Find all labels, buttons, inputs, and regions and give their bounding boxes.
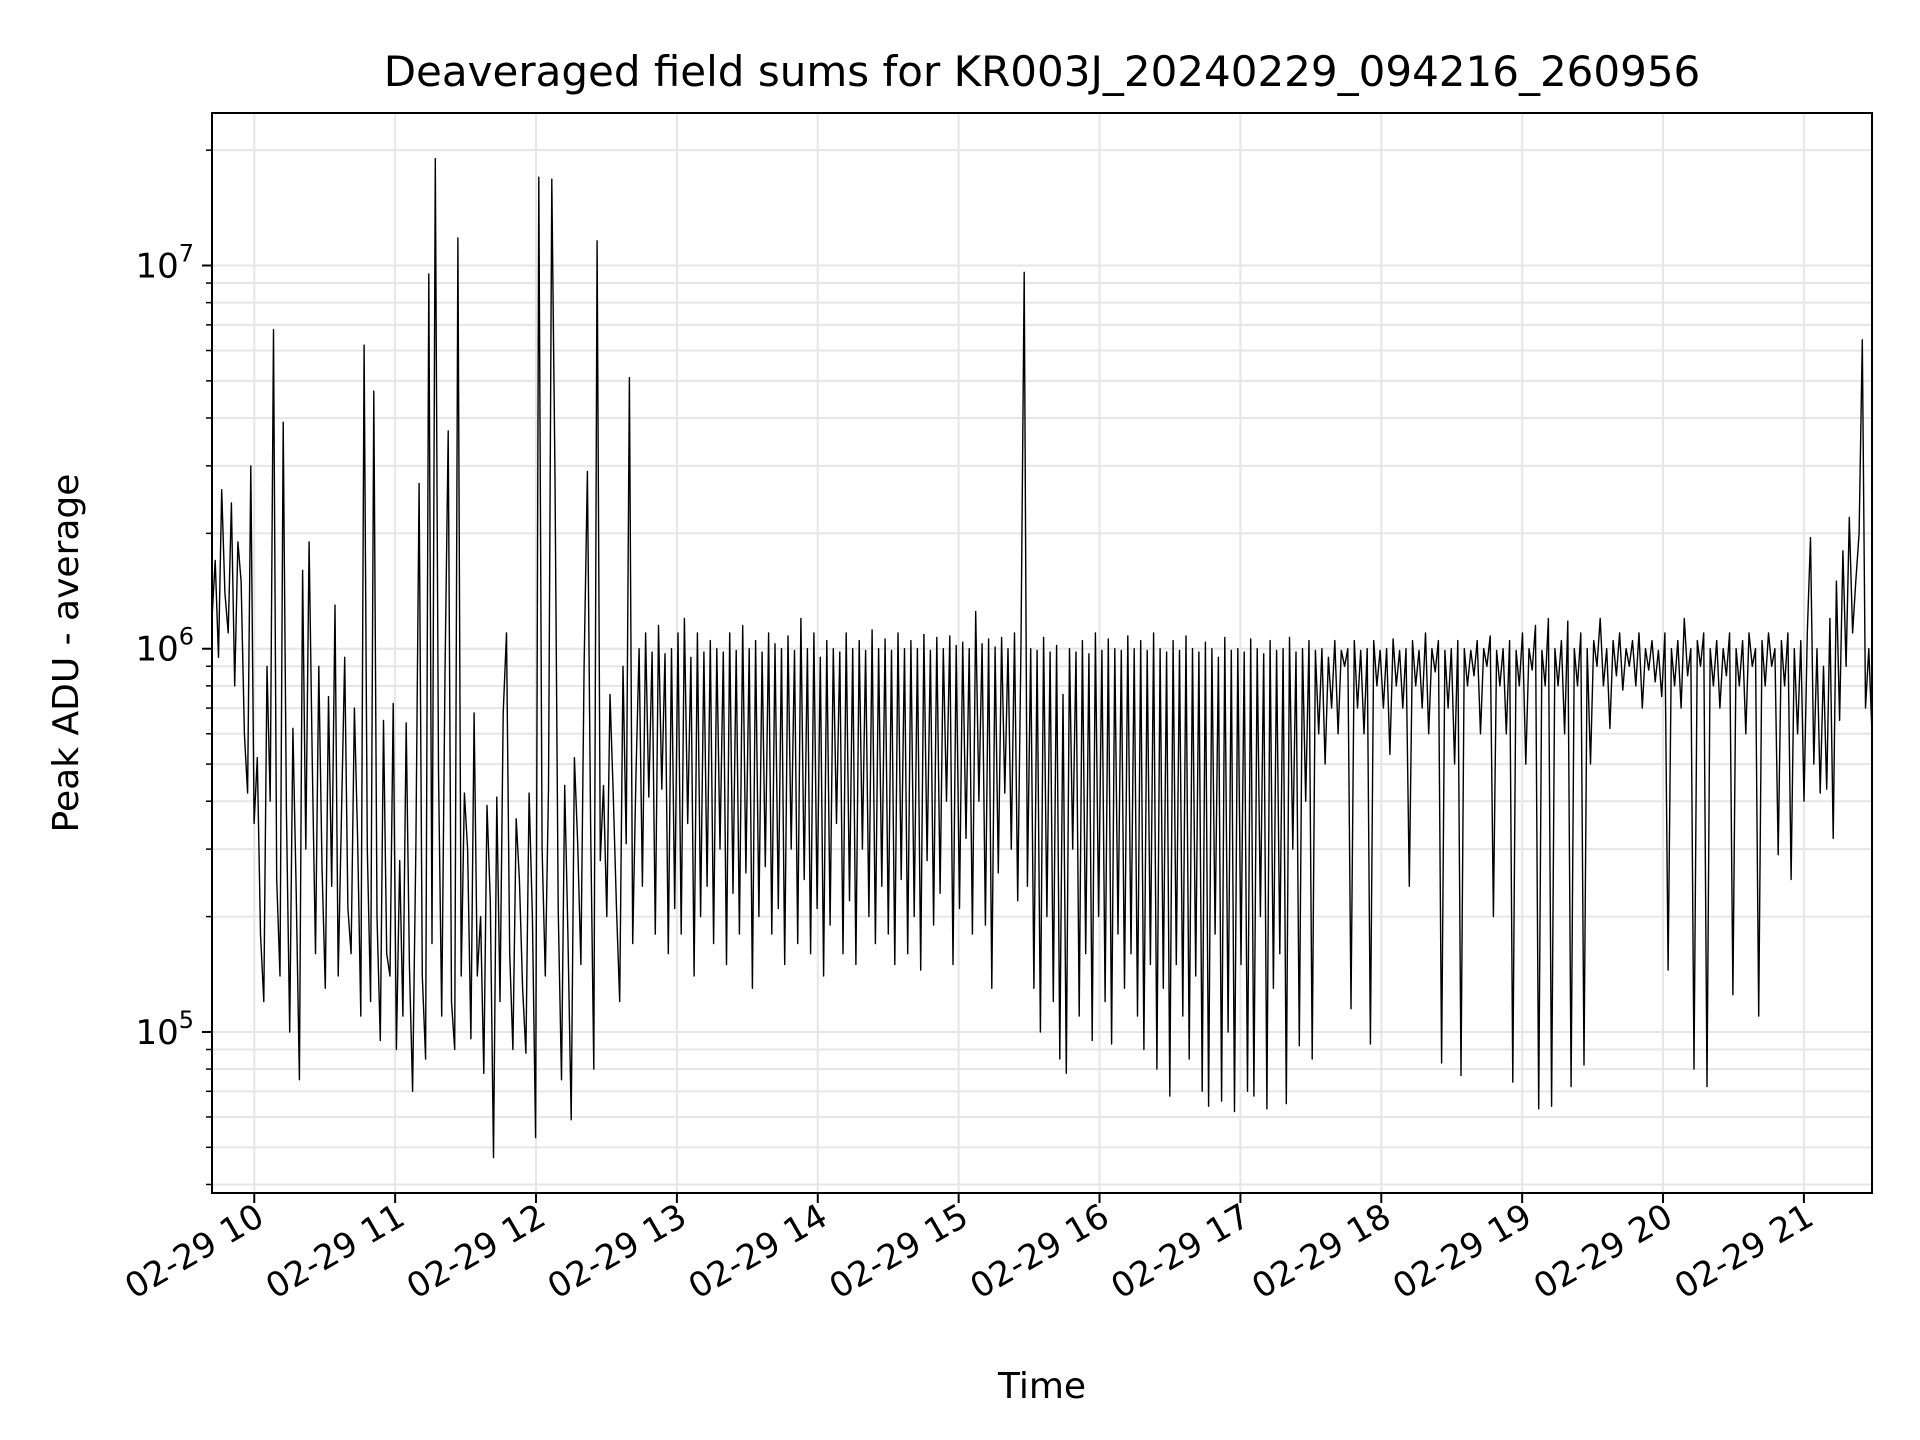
y-axis-label: Peak ADU - average (46, 474, 87, 833)
series-line (211, 157, 1873, 1159)
y-tick-label-base: 10 (135, 630, 178, 670)
chart-title: Deaveraged field sums for KR003J_2024022… (384, 47, 1701, 96)
series-layer (211, 157, 1873, 1159)
y-tick-label-exponent: 6 (179, 623, 194, 651)
y-tick-label-base: 10 (135, 1013, 178, 1053)
y-tick-label: 107 (135, 240, 194, 287)
y-tick-label: 106 (135, 623, 194, 670)
y-tick-label-base: 10 (135, 247, 178, 287)
y-tick-label: 105 (135, 1006, 194, 1053)
y-tick-label-exponent: 5 (179, 1006, 194, 1034)
y-tick-label-exponent: 7 (179, 240, 194, 268)
x-axis-label: Time (997, 1366, 1086, 1407)
plot-frame (211, 112, 1873, 1194)
